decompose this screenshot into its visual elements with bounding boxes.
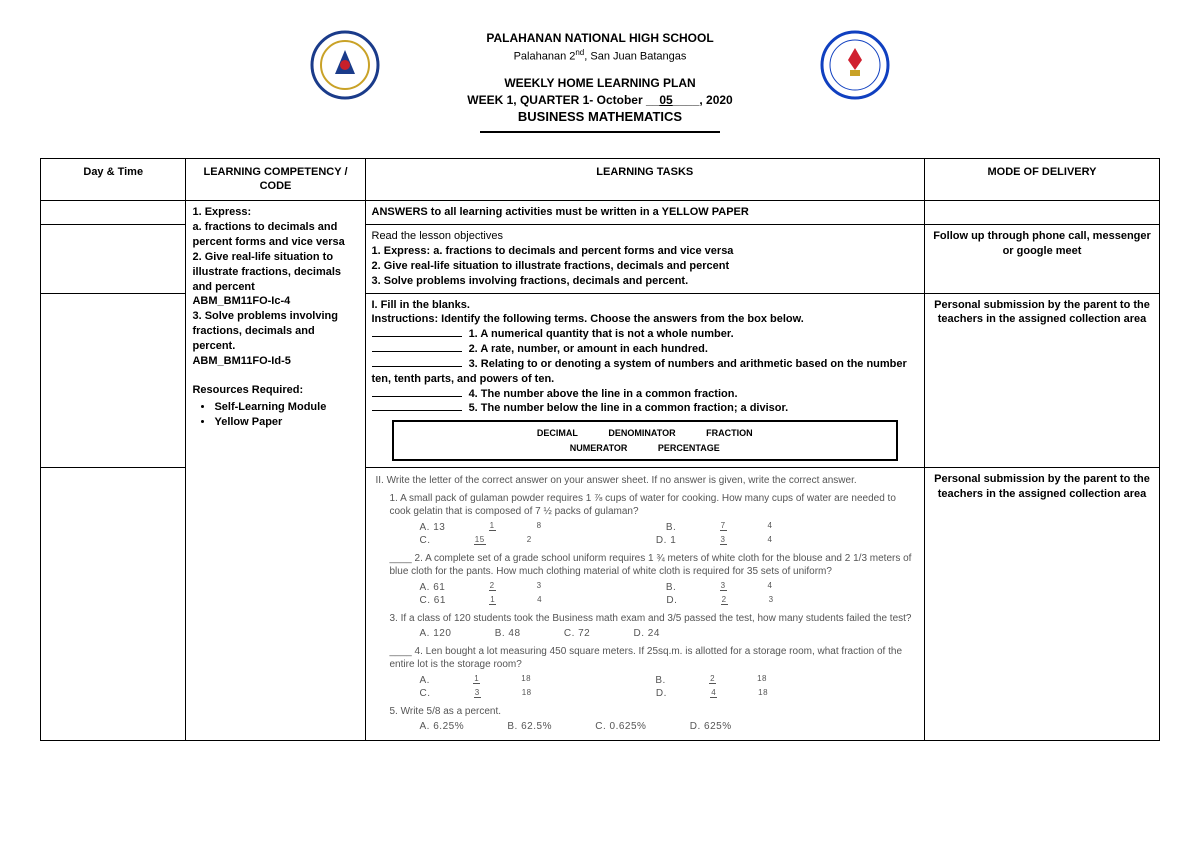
mode-cell: Follow up through phone call, messenger … bbox=[925, 225, 1160, 293]
school-name: PALAHANAN NATIONAL HIGH SCHOOL bbox=[467, 30, 732, 47]
task-cell: II. Write the letter of the correct answ… bbox=[365, 468, 925, 741]
learning-plan-table: Day & Time LEARNING COMPETENCY / CODE LE… bbox=[40, 158, 1160, 741]
col-day-header: Day & Time bbox=[41, 158, 186, 201]
list-item: Self-Learning Module bbox=[214, 400, 358, 415]
choices: A. 13 18 B. 74 C. 152 D. 1 34 bbox=[420, 521, 915, 548]
day-cell bbox=[41, 468, 186, 741]
document-header: PALAHANAN NATIONAL HIGH SCHOOL Palahanan… bbox=[40, 30, 1160, 143]
deped-logo bbox=[310, 30, 380, 100]
choices: A. 6.25% B. 62.5% C. 0.625% D. 625% bbox=[420, 720, 915, 734]
blank-line bbox=[372, 351, 462, 352]
choices: A. 118 B. 218 C. 318 D. 418 bbox=[420, 674, 915, 701]
competency-cell: 1. Express: a. fractions to decimals and… bbox=[186, 201, 365, 740]
choices: A. 61 23 B. 34 C. 61 14 D. 23 bbox=[420, 581, 915, 608]
day-cell bbox=[41, 225, 186, 293]
col-tasks-header: LEARNING TASKS bbox=[365, 158, 925, 201]
blank-line bbox=[372, 396, 462, 397]
resources-list: Self-Learning Module Yellow Paper bbox=[192, 400, 358, 430]
school-address: Palahanan 2nd, San Juan Batangas bbox=[467, 47, 732, 65]
section-ii: II. Write the letter of the correct answ… bbox=[372, 472, 919, 736]
mode-cell: Personal submission by the parent to the… bbox=[925, 468, 1160, 741]
day-cell bbox=[41, 293, 186, 468]
blank-line bbox=[372, 366, 462, 367]
plan-title: WEEKLY HOME LEARNING PLAN bbox=[467, 75, 732, 92]
task-cell: I. Fill in the blanks. Instructions: Ide… bbox=[365, 293, 925, 468]
title-underline bbox=[480, 131, 720, 133]
blank-line bbox=[372, 336, 462, 337]
page: PALAHANAN NATIONAL HIGH SCHOOL Palahanan… bbox=[0, 0, 1200, 751]
col-mode-header: MODE OF DELIVERY bbox=[925, 158, 1160, 201]
week-line: WEEK 1, QUARTER 1- October __05____, 202… bbox=[467, 92, 732, 109]
day-cell bbox=[41, 201, 186, 225]
table-header-row: Day & Time LEARNING COMPETENCY / CODE LE… bbox=[41, 158, 1160, 201]
mode-cell: Personal submission by the parent to the… bbox=[925, 293, 1160, 468]
task-cell: Read the lesson objectives 1. Express: a… bbox=[365, 225, 925, 293]
subject-title: BUSINESS MATHEMATICS bbox=[467, 108, 732, 126]
choices: A. 120 B. 48 C. 72 D. 24 bbox=[420, 627, 915, 641]
blank-line bbox=[372, 410, 462, 411]
school-logo bbox=[820, 30, 890, 100]
mode-cell bbox=[925, 201, 1160, 225]
answer-box: DECIMAL DENOMINATOR FRACTION NUMERATOR P… bbox=[392, 420, 899, 461]
col-competency-header: LEARNING COMPETENCY / CODE bbox=[186, 158, 365, 201]
table-row: 1. Express: a. fractions to decimals and… bbox=[41, 201, 1160, 225]
list-item: Yellow Paper bbox=[214, 415, 358, 430]
task-cell: ANSWERS to all learning activities must … bbox=[365, 201, 925, 225]
